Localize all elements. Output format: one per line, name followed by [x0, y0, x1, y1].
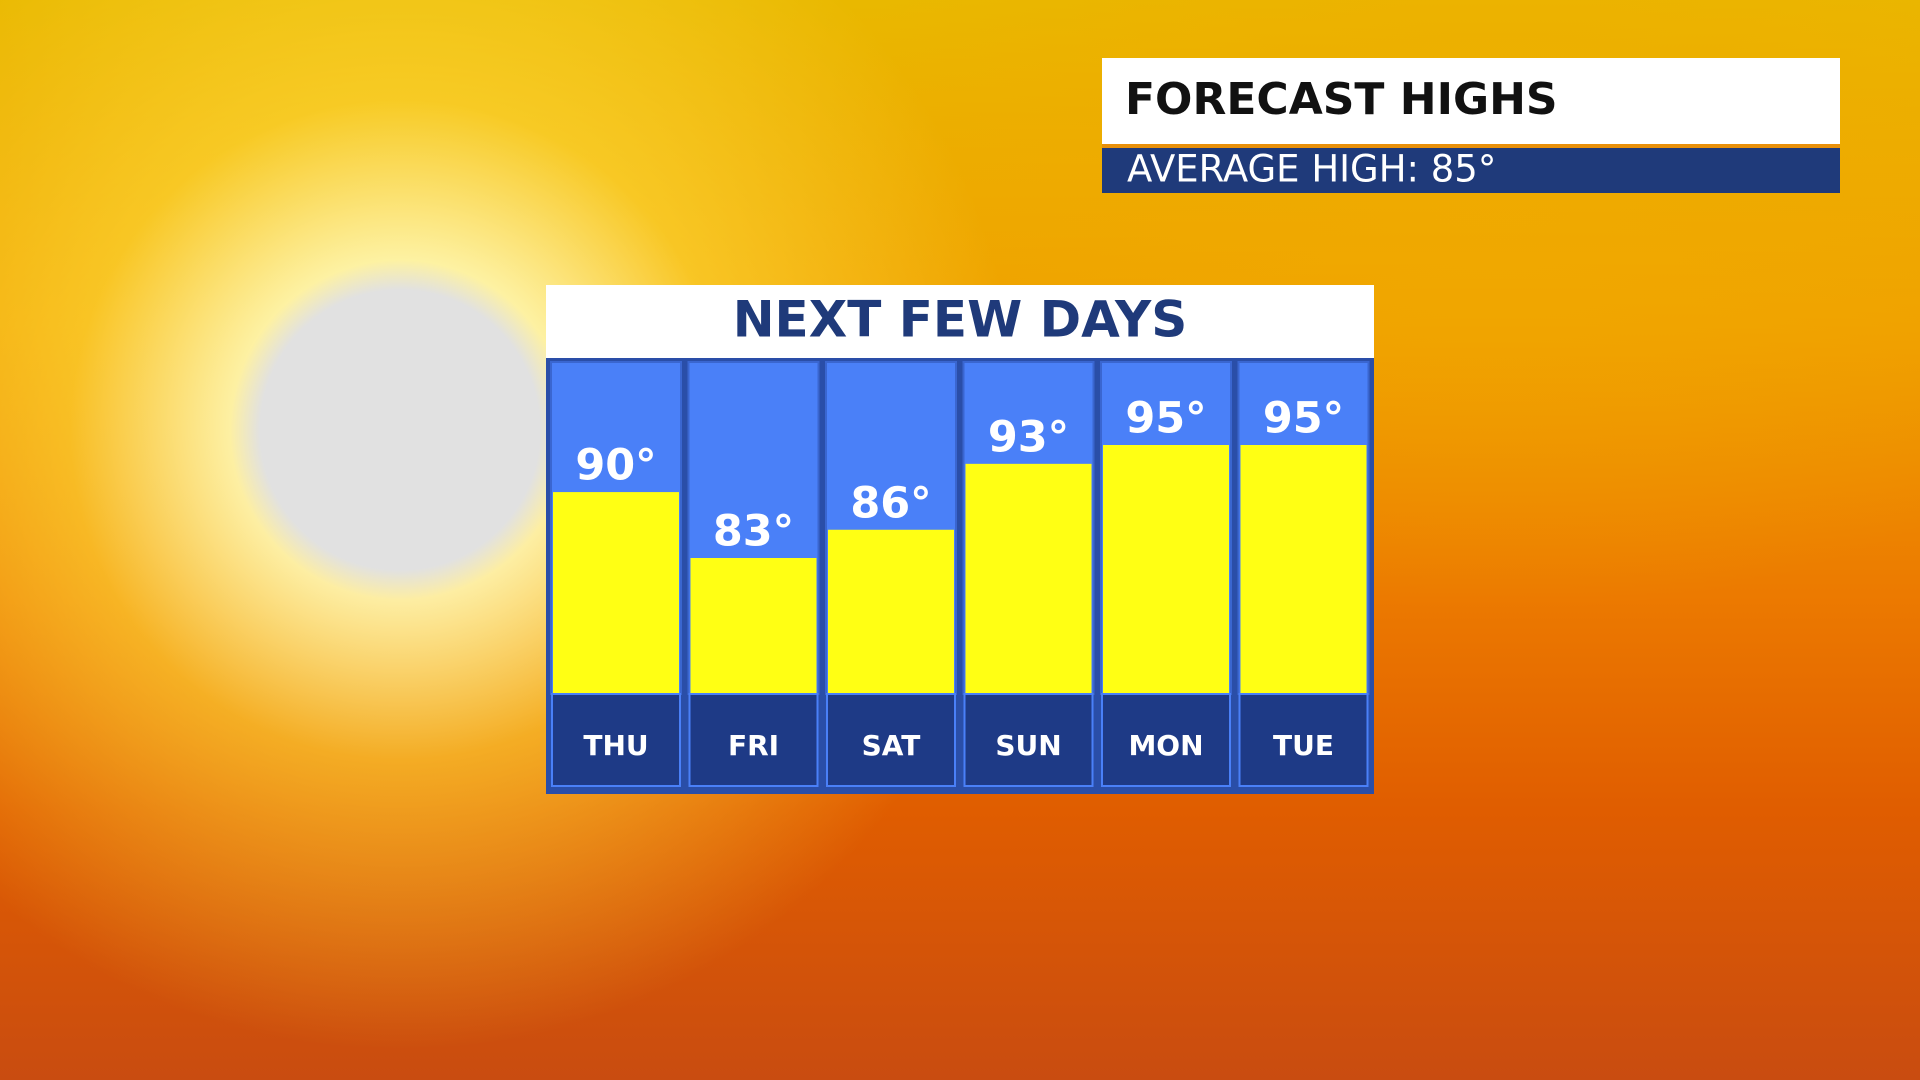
bar	[1103, 445, 1229, 694]
value-label: 83°	[713, 507, 794, 557]
x-tick-label: SAT	[862, 729, 921, 762]
day-cell	[551, 693, 681, 787]
value-label: 93°	[988, 412, 1069, 462]
bar	[553, 492, 679, 694]
header-title: FORECAST HIGHS	[1125, 74, 1558, 125]
header-subtitle: AVERAGE HIGH: 85°	[1127, 148, 1496, 191]
x-tick-label: SUN	[995, 729, 1061, 762]
x-tick-label: THU	[583, 729, 648, 762]
value-label: 86°	[850, 478, 931, 528]
day-cell	[963, 693, 1094, 787]
chart-title-box	[546, 285, 1374, 358]
x-tick-label: TUE	[1273, 729, 1334, 762]
chart-panel	[546, 358, 1374, 794]
bar	[828, 529, 954, 694]
bar	[690, 558, 817, 694]
value-label: 95°	[1263, 394, 1344, 444]
day-cell	[1101, 693, 1231, 787]
header-rule	[1102, 144, 1840, 148]
header-box	[1102, 58, 1840, 144]
value-label: 90°	[575, 441, 656, 491]
x-tick-label: FRI	[728, 729, 779, 762]
day-cell	[826, 693, 956, 787]
chart-title: NEXT FEW DAYS	[733, 291, 1188, 349]
bar	[965, 463, 1092, 694]
day-cell	[688, 693, 819, 787]
day-cell	[1238, 693, 1369, 787]
subheader-box	[1102, 148, 1840, 193]
x-tick-label: MON	[1128, 729, 1203, 762]
value-label: 95°	[1125, 394, 1206, 444]
bar	[1240, 445, 1367, 694]
